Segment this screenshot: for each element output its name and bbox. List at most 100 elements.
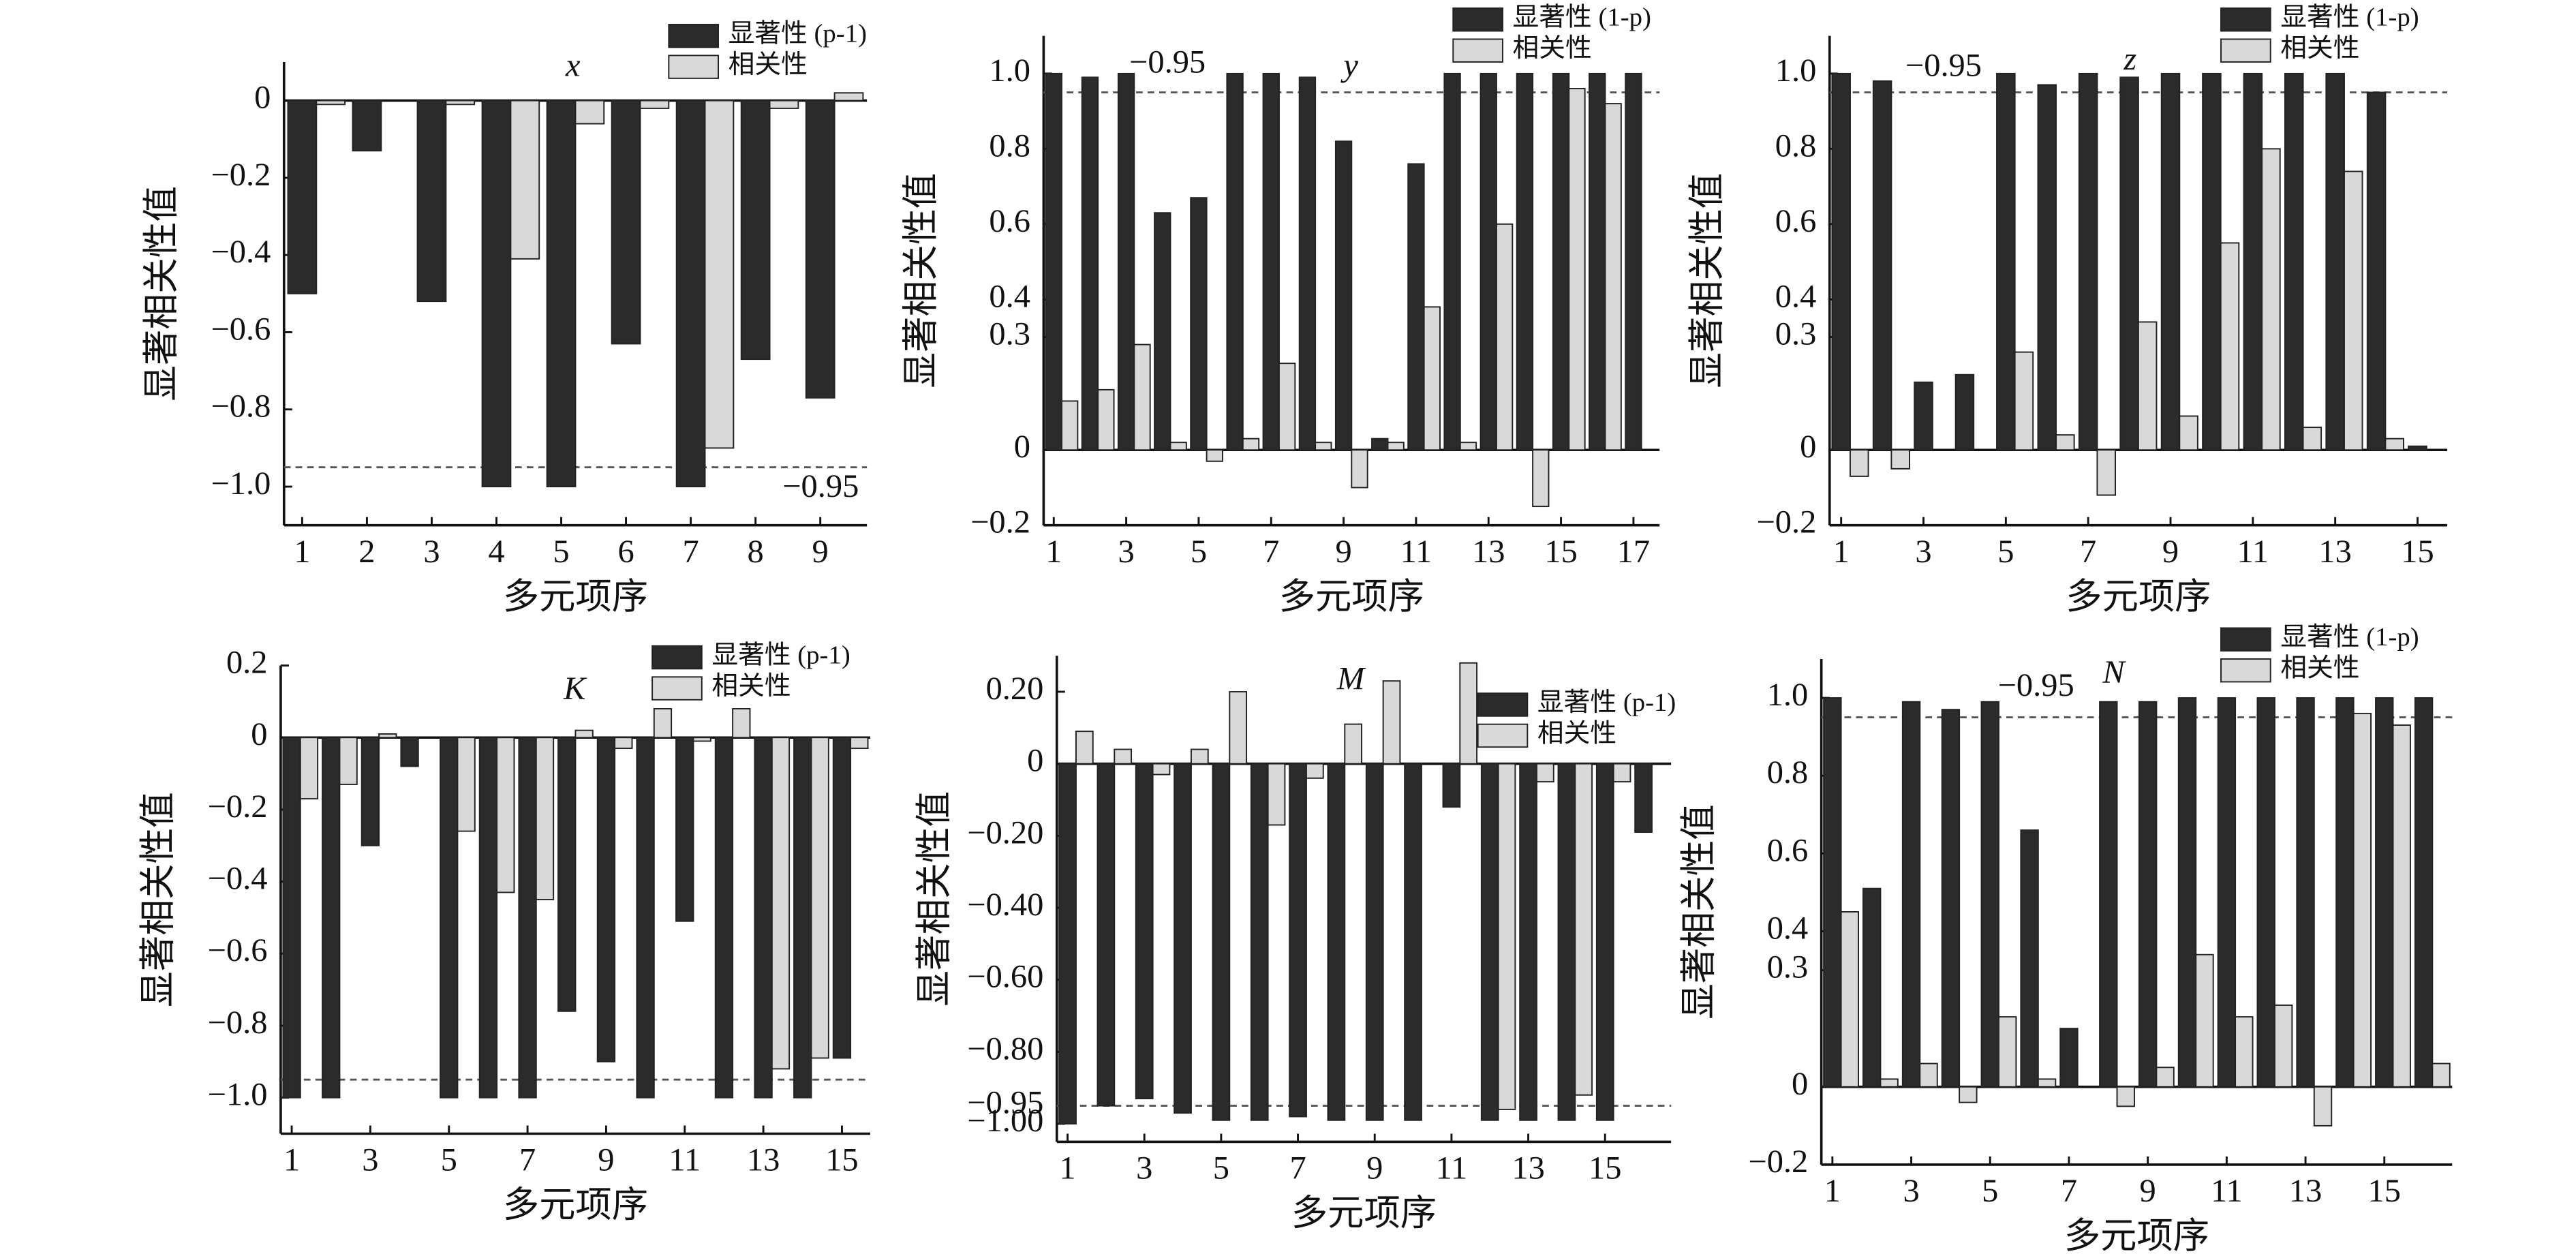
x-tick-label: 17 xyxy=(1617,534,1650,570)
bar xyxy=(1154,212,1171,451)
x-tick-label: 13 xyxy=(2318,534,2351,570)
legend-swatch xyxy=(1477,692,1529,717)
x-tick-label: 1 xyxy=(1824,1173,1841,1209)
bar xyxy=(1442,763,1461,808)
x-tick-label: 11 xyxy=(2211,1173,2243,1209)
bar xyxy=(1831,72,1851,451)
x-tick-label: 9 xyxy=(598,1142,614,1178)
y-tick-label: −1.0 xyxy=(208,1077,268,1113)
bar xyxy=(704,99,735,449)
bar xyxy=(2366,91,2387,451)
bar xyxy=(754,737,773,1099)
bar xyxy=(1133,343,1151,451)
chart-title: y xyxy=(1340,48,1358,84)
bar xyxy=(2235,1016,2254,1088)
bar xyxy=(1516,72,1534,451)
x-tick-label: 1 xyxy=(1059,1150,1075,1186)
bar xyxy=(1479,72,1497,451)
bar xyxy=(1169,442,1187,451)
bar xyxy=(1625,72,1642,451)
legend-label: 相关性 xyxy=(729,50,808,79)
bar xyxy=(1114,748,1133,765)
bar xyxy=(2137,321,2158,451)
y-tick-label: −0.8 xyxy=(211,388,271,425)
bar xyxy=(574,729,594,739)
chart-title: M xyxy=(1336,661,1366,697)
bar xyxy=(675,99,706,488)
x-tick-label: 5 xyxy=(1191,534,1207,570)
bar xyxy=(416,99,447,303)
bar xyxy=(2408,445,2427,451)
bar xyxy=(2116,1086,2135,1107)
y-tick-label: −0.2 xyxy=(211,157,271,193)
bar xyxy=(1459,662,1478,765)
bar xyxy=(1941,709,1961,1088)
bar xyxy=(1823,697,1842,1088)
legend-swatch xyxy=(1452,7,1503,32)
bar xyxy=(793,737,812,1099)
bar xyxy=(1519,763,1537,1121)
bar xyxy=(2261,148,2281,451)
bar xyxy=(2138,701,2158,1088)
bar xyxy=(1097,388,1115,451)
y-tick-label: 0 xyxy=(254,80,271,116)
bar xyxy=(1344,723,1363,765)
bar xyxy=(732,708,751,739)
bar xyxy=(810,737,829,1059)
bar xyxy=(1919,1062,1938,1088)
bar xyxy=(1495,223,1514,451)
bar xyxy=(850,737,869,750)
y-tick-label: 0 xyxy=(1014,429,1030,465)
legend-swatch xyxy=(2220,627,2271,652)
y-tick-label: −0.6 xyxy=(208,933,268,969)
bar xyxy=(1371,438,1389,451)
x-tick-label: 7 xyxy=(1263,534,1279,570)
bar xyxy=(2195,953,2214,1088)
y-tick-label: −0.80 xyxy=(967,1031,1043,1067)
bar xyxy=(2179,415,2198,451)
y-tick-label: −0.20 xyxy=(967,815,1043,851)
bar xyxy=(1612,763,1631,783)
bar xyxy=(510,99,540,260)
bar xyxy=(1229,691,1248,765)
bar xyxy=(1407,163,1425,451)
chart-title: x xyxy=(565,48,581,84)
x-axis-label: 多元项序 xyxy=(1291,1194,1437,1234)
chart-title: N xyxy=(2102,654,2126,690)
legend-label: 显著性 (p-1) xyxy=(1537,688,1676,717)
bar xyxy=(2202,72,2222,451)
legend-swatch xyxy=(668,23,720,48)
bar xyxy=(445,99,476,106)
y-axis-label: 显著相关性值 xyxy=(1687,173,1727,388)
bar xyxy=(1634,763,1653,833)
x-tick-label: 3 xyxy=(423,534,440,570)
bar xyxy=(1298,76,1317,451)
x-tick-label: 9 xyxy=(1335,534,1351,570)
bar xyxy=(639,99,670,109)
bar xyxy=(2243,72,2263,451)
bar xyxy=(1278,363,1296,451)
annotation: −0.95 xyxy=(782,468,859,504)
bar xyxy=(1334,140,1353,451)
bar xyxy=(2037,1078,2057,1088)
bar xyxy=(1890,449,1910,470)
y-axis-label: 显著相关性值 xyxy=(142,186,181,401)
x-tick-label: 15 xyxy=(1544,534,1577,570)
y-tick-label: 1.0 xyxy=(1767,677,1809,713)
y-tick-label: 1.0 xyxy=(1775,52,1817,89)
bar xyxy=(1880,1078,1899,1088)
chart-title: K xyxy=(563,671,587,707)
x-tick-label: 3 xyxy=(1118,534,1134,570)
bar xyxy=(1604,103,1622,451)
legend-label: 相关性 xyxy=(2280,34,2359,63)
bar xyxy=(574,99,605,125)
y-tick-label: 0.4 xyxy=(1767,910,1809,947)
x-tick-label: 9 xyxy=(2162,534,2179,570)
bar xyxy=(2414,697,2434,1088)
bar xyxy=(1135,763,1154,1100)
legend-label: 相关性 xyxy=(1537,719,1616,748)
y-tick-label: −0.2 xyxy=(970,504,1030,540)
y-tick-label: 1.0 xyxy=(989,52,1030,89)
x-axis-label: 多元项序 xyxy=(2066,577,2211,617)
